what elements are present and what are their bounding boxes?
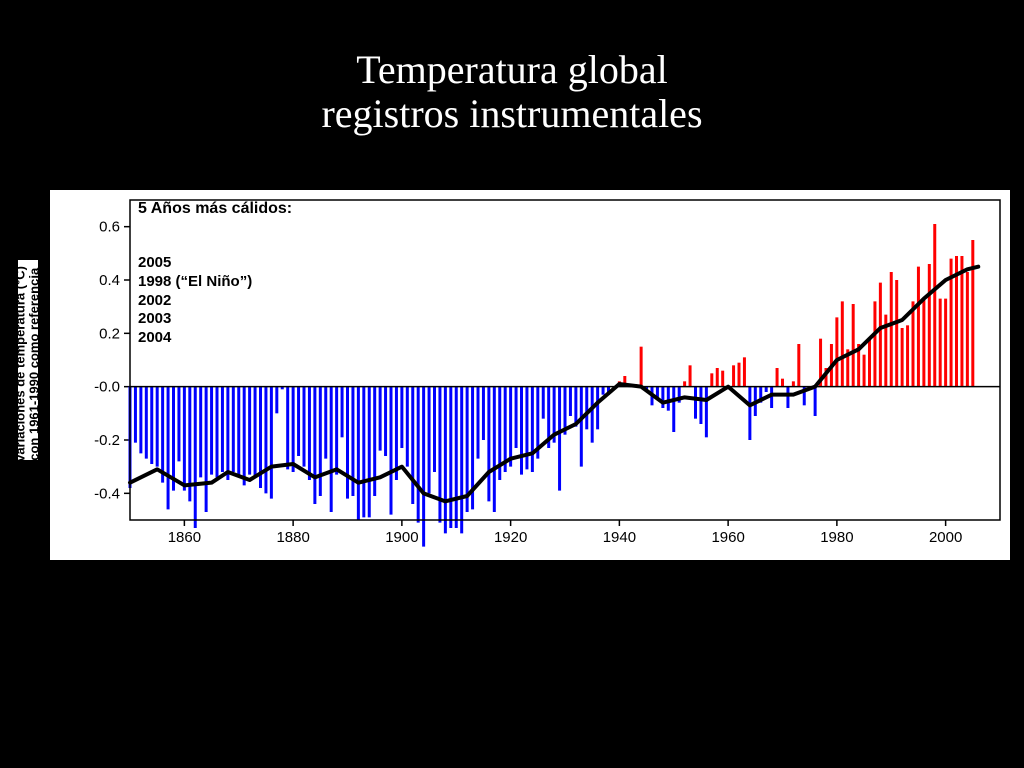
annotation-item: 2003	[138, 310, 252, 329]
svg-text:1940: 1940	[603, 529, 636, 546]
annotation-item: 2002	[138, 292, 252, 311]
annotation-title: 5 Años más cálidos:	[138, 200, 292, 218]
annotation-item: 2005	[138, 254, 252, 273]
slide-title: Temperatura global registros instrumenta…	[0, 48, 1024, 136]
chart-area: -0.4 -0.2 -0.0 0.2 0.4 0.6 1860 1880 1900 1920 194…	[50, 190, 1010, 560]
temperature-chart: -0.4 -0.2 -0.0 0.2 0.4 0.6 1860 1880 1900 1920 194…	[50, 190, 1010, 560]
svg-text:1920: 1920	[494, 529, 527, 546]
annotation-item: 2004	[138, 329, 252, 348]
annotation-list: 20051998 (“El Niño”)200220032004	[138, 254, 252, 348]
title-line-1: Temperatura global	[356, 47, 668, 92]
svg-text:0.6: 0.6	[99, 219, 120, 236]
ylabel-line-2: con 1961-1990 como referencia	[27, 268, 42, 461]
svg-text:-0.4: -0.4	[94, 485, 120, 502]
svg-text:1860: 1860	[168, 529, 201, 546]
annotation-item: 1998 (“El Niño”)	[138, 273, 252, 292]
ylabel-line-1: Variaciones de temperatura (°C)	[13, 266, 28, 463]
svg-text:2000: 2000	[929, 529, 962, 546]
svg-text:0.4: 0.4	[99, 272, 120, 289]
y-axis-label-box: Variaciones de temperatura (°C) con 1961…	[18, 260, 38, 460]
svg-text:-0.2: -0.2	[94, 432, 120, 449]
svg-text:1880: 1880	[276, 529, 309, 546]
svg-text:0.2: 0.2	[99, 325, 120, 342]
svg-text:1980: 1980	[820, 529, 853, 546]
svg-text:-0.0: -0.0	[94, 379, 120, 396]
title-line-2: registros instrumentales	[321, 91, 702, 136]
svg-text:1960: 1960	[711, 529, 744, 546]
svg-text:1900: 1900	[385, 529, 418, 546]
slide-root: Temperatura global registros instrumenta…	[0, 0, 1024, 768]
y-axis-label: Variaciones de temperatura (°C) con 1961…	[14, 264, 43, 464]
